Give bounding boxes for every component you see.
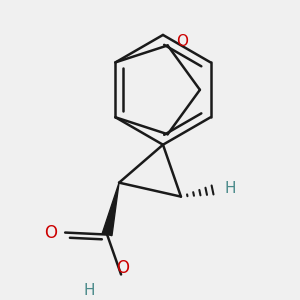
- Text: H: H: [84, 283, 95, 298]
- Text: H: H: [225, 181, 236, 196]
- Text: O: O: [117, 260, 130, 278]
- Polygon shape: [102, 183, 119, 236]
- Text: O: O: [176, 34, 188, 49]
- Text: O: O: [44, 224, 57, 242]
